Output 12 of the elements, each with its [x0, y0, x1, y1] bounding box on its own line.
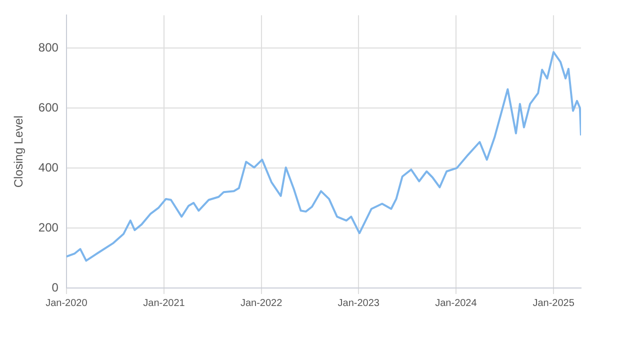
y-tick-label: 600	[38, 100, 59, 114]
x-tick-label: Jan-2024	[435, 298, 478, 309]
x-tick-label: Jan-2022	[240, 298, 283, 309]
y-tick-label: 200	[38, 220, 59, 234]
x-tick-label: Jan-2023	[338, 298, 380, 309]
y-tick-label: 800	[38, 40, 59, 54]
x-tick-label: Jan-2020	[46, 298, 88, 309]
y-tick-label: 400	[38, 160, 59, 174]
x-tick-label: Jan-2021	[143, 298, 186, 309]
y-tick-label: 0	[52, 280, 59, 294]
y-axis-title: Closing Level	[12, 116, 26, 188]
x-tick-label: Jan-2025	[532, 298, 575, 309]
